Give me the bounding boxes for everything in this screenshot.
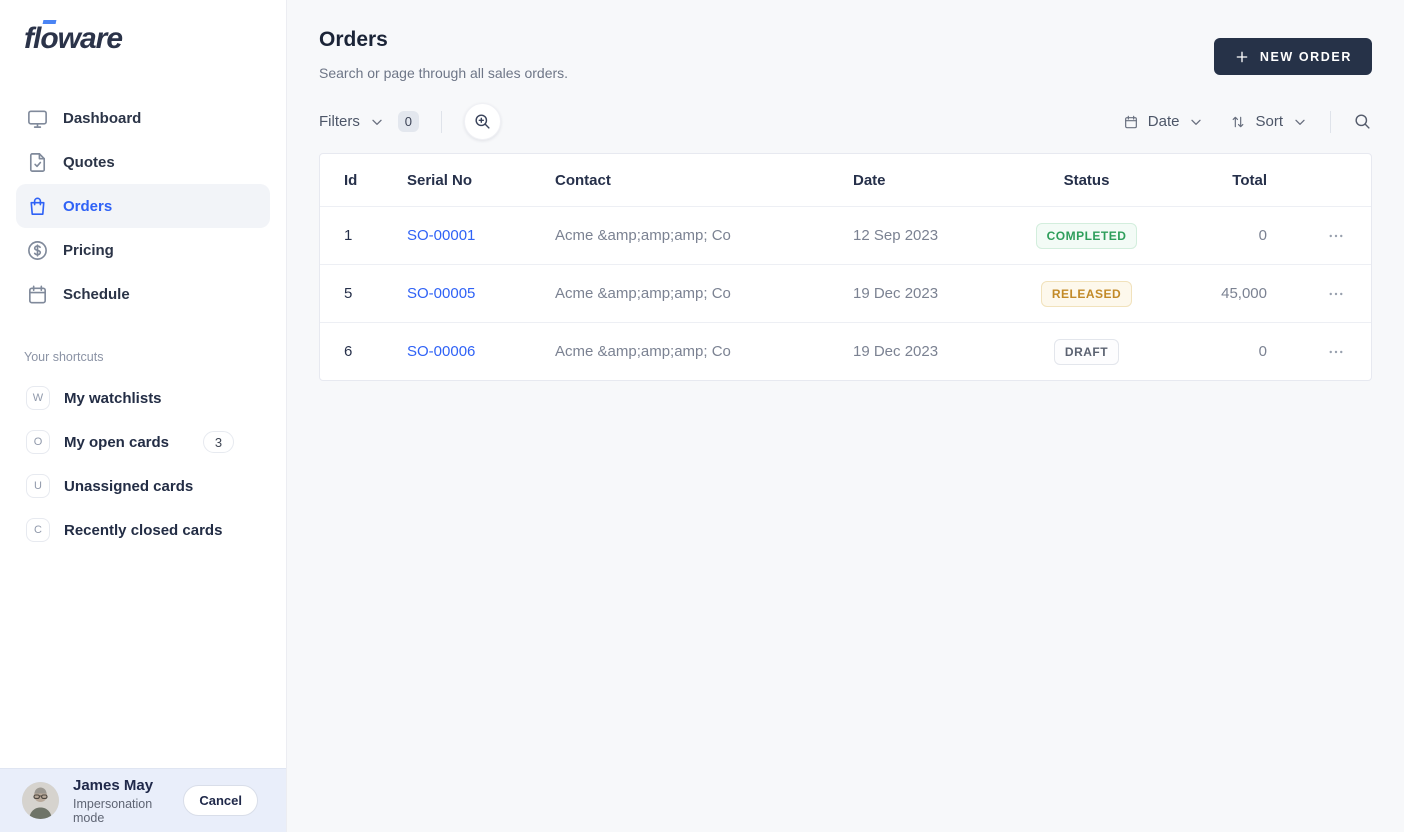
zoom-in-icon — [475, 114, 490, 129]
page-header: Orders Search or page through all sales … — [319, 28, 1372, 81]
order-serial-link[interactable]: SO-00006 — [407, 343, 476, 360]
zoom-in-button[interactable] — [463, 103, 501, 140]
column-header-contact: Contact — [555, 171, 611, 189]
sidebar-item-schedule[interactable]: Schedule — [16, 272, 270, 316]
toolbar-right: Date Sort — [1123, 110, 1372, 133]
toolbar-divider — [440, 110, 442, 133]
impersonation-user-bar: James May Impersonation mode Cancel — [0, 768, 286, 832]
avatar — [22, 782, 59, 819]
row-actions-menu-icon[interactable] — [1327, 227, 1345, 245]
order-total: 0 — [1258, 343, 1267, 360]
column-header-total: Total — [1232, 171, 1267, 189]
sidebar-item-pricing[interactable]: Pricing — [16, 228, 270, 272]
status-badge: COMPLETED — [1035, 222, 1138, 249]
order-id: 1 — [344, 227, 353, 244]
date-filter-dropdown[interactable]: Date — [1123, 113, 1205, 130]
table-header-row: Id Serial No Contact Date Status Total — [320, 154, 1371, 206]
order-total: 0 — [1258, 227, 1267, 244]
filters-count-badge: 0 — [397, 111, 419, 132]
shortcuts-section: Your shortcuts W My watchlists O My open… — [0, 350, 286, 552]
status-badge: DRAFT — [1053, 338, 1120, 365]
shortcut-label: Recently closed cards — [64, 521, 223, 539]
user-name: James May — [73, 776, 154, 794]
toolbar-divider — [1330, 110, 1331, 133]
cancel-impersonation-button[interactable]: Cancel — [183, 785, 258, 816]
sidebar-nav: Dashboard Quotes Orders Pricing Schedule — [0, 96, 286, 316]
column-header-status: Status — [1063, 171, 1110, 189]
shortcut-count-badge: 3 — [203, 431, 234, 453]
column-header-date: Date — [853, 171, 886, 189]
sort-arrows-icon — [1233, 116, 1244, 127]
row-actions-menu-icon[interactable] — [1327, 285, 1345, 303]
column-header-serial: Serial No — [407, 171, 473, 189]
floware-logo: flo ware — [24, 20, 123, 55]
sidebar-item-orders[interactable]: Orders — [16, 184, 270, 228]
shortcut-my-open-cards[interactable]: O My open cards 3 — [16, 420, 270, 464]
shortcut-unassigned-cards[interactable]: U Unassigned cards — [16, 464, 270, 508]
shopping-bag-icon — [30, 197, 45, 215]
chevron-down-icon — [1191, 119, 1202, 125]
sidebar: flo ware Dashboard Quotes Orders Pricing … — [0, 0, 287, 832]
shortcut-my-watchlists[interactable]: W My watchlists — [16, 376, 270, 420]
order-id: 6 — [344, 343, 353, 360]
filters-dropdown[interactable]: Filters — [319, 113, 385, 130]
main-content: Orders Search or page through all sales … — [287, 0, 1404, 832]
sidebar-item-label: Schedule — [63, 285, 130, 303]
sidebar-item-dashboard[interactable]: Dashboard — [16, 96, 270, 140]
chevron-down-icon — [372, 119, 382, 125]
table-row[interactable]: 1 SO-00001 Acme &amp;amp;amp; Co 12 Sep … — [320, 206, 1371, 264]
search-button[interactable] — [1353, 112, 1372, 131]
chevron-down-icon — [1295, 119, 1305, 125]
sidebar-item-label: Pricing — [63, 241, 114, 259]
order-serial-link[interactable]: SO-00005 — [407, 285, 476, 302]
sidebar-item-label: Quotes — [63, 153, 115, 171]
orders-table: Id Serial No Contact Date Status Total 1… — [319, 153, 1372, 381]
new-order-button[interactable]: NEW ORDER — [1213, 38, 1372, 75]
table-row[interactable]: 6 SO-00006 Acme &amp;amp;amp; Co 19 Dec … — [320, 322, 1371, 380]
plus-icon — [1236, 51, 1248, 62]
sort-dropdown[interactable]: Sort — [1230, 113, 1308, 130]
calendar-icon — [29, 285, 46, 303]
logo-macron-accent — [42, 20, 57, 24]
order-contact: Acme &amp;amp;amp; Co — [555, 227, 731, 244]
shortcut-recently-closed-cards[interactable]: C Recently closed cards — [16, 508, 270, 552]
page-title: Orders — [319, 28, 388, 51]
logo-text: fl — [24, 22, 41, 55]
shortcut-initial-badge: U — [26, 474, 50, 498]
monitor-icon — [28, 109, 47, 128]
shortcut-label: My open cards — [64, 433, 170, 451]
sidebar-item-label: Orders — [63, 197, 113, 215]
table-row[interactable]: 5 SO-00005 Acme &amp;amp;amp; Co 19 Dec … — [320, 264, 1371, 322]
order-id: 5 — [344, 285, 353, 302]
row-actions-menu-icon[interactable] — [1327, 343, 1345, 361]
shortcut-initial-badge: O — [26, 430, 50, 454]
document-check-icon — [29, 152, 46, 172]
page-subtitle: Search or page through all sales orders. — [319, 65, 569, 81]
dollar-circle-icon — [28, 240, 47, 260]
shortcut-label: Unassigned cards — [64, 477, 194, 495]
order-date: 12 Sep 2023 — [853, 227, 939, 244]
impersonation-mode-label: Impersonation mode — [73, 796, 153, 825]
sidebar-item-quotes[interactable]: Quotes — [16, 140, 270, 184]
search-icon — [1355, 114, 1370, 129]
shortcuts-heading: Your shortcuts — [24, 350, 104, 364]
shortcut-label: My watchlists — [64, 389, 162, 407]
order-contact: Acme &amp;amp;amp; Co — [555, 285, 731, 302]
list-toolbar: Filters 0 Date Sort — [319, 103, 1372, 140]
status-badge: RELEASED — [1040, 280, 1133, 307]
order-total: 45,000 — [1221, 285, 1267, 302]
calendar-icon — [1124, 115, 1137, 128]
order-date: 19 Dec 2023 — [853, 343, 939, 360]
shortcut-initial-badge: C — [26, 518, 50, 542]
sidebar-item-label: Dashboard — [63, 109, 142, 127]
order-date: 19 Dec 2023 — [853, 285, 939, 302]
order-serial-link[interactable]: SO-00001 — [407, 227, 476, 244]
shortcut-initial-badge: W — [26, 386, 50, 410]
column-header-id: Id — [344, 171, 358, 189]
order-contact: Acme &amp;amp;amp; Co — [555, 343, 731, 360]
